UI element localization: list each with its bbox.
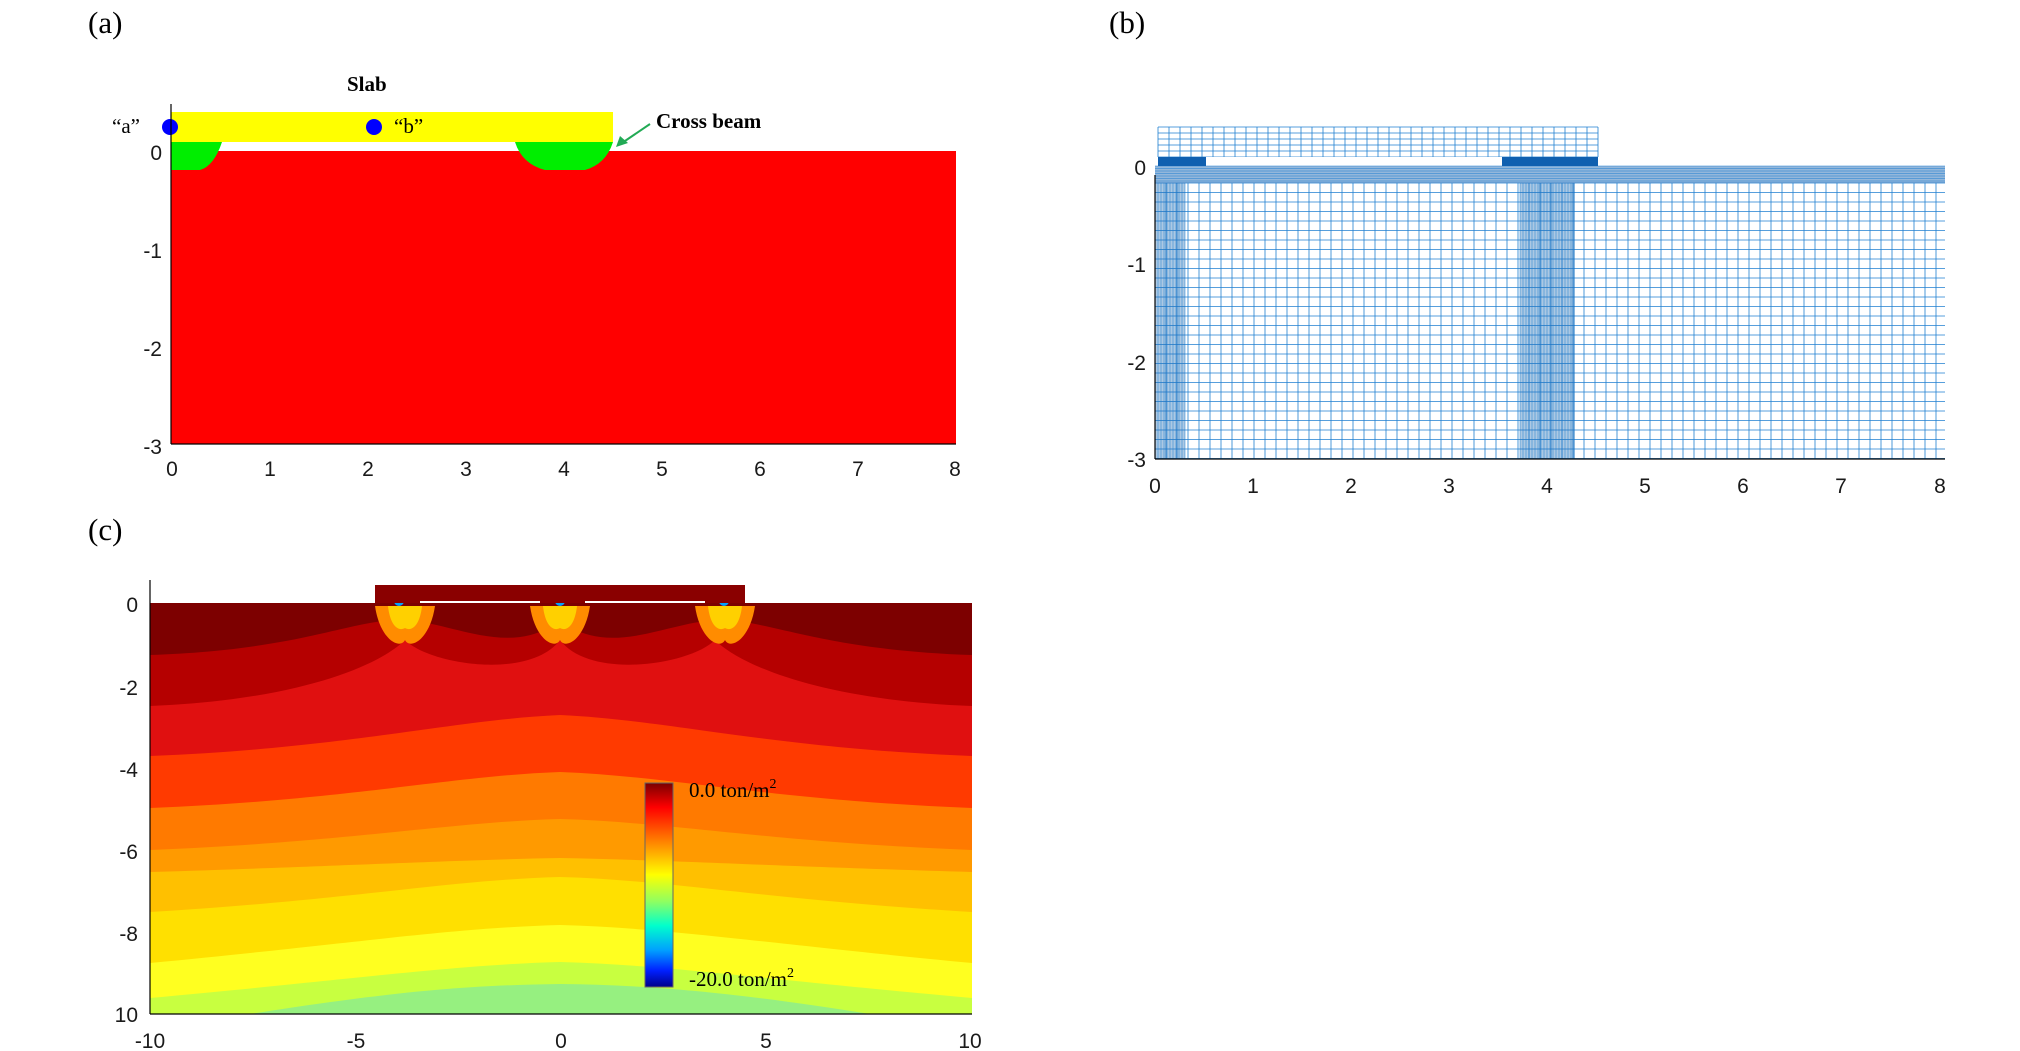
panel-b: (b) 0 1 2 3 4 5 6 7 8 0 -1 -2 -3 [1109, 5, 1946, 498]
beam-stress-center [530, 603, 590, 644]
c-y-tick: -8 [119, 923, 138, 946]
contour-band [250, 984, 870, 1014]
point-b-label: “b” [394, 114, 423, 138]
a-x-tick: 7 [852, 458, 864, 481]
point-b-marker [366, 119, 382, 135]
point-a-marker [162, 119, 178, 135]
a-y-tick: -2 [143, 338, 162, 361]
mesh-dense-region [1502, 157, 1598, 166]
a-x-tick: 3 [460, 458, 472, 481]
c-x-tick: -10 [135, 1030, 165, 1051]
mesh-dense-region [1158, 157, 1206, 166]
slab-gap [1206, 157, 1502, 164]
a-x-tick: 2 [362, 458, 374, 481]
b-y-tick: -2 [1127, 352, 1146, 375]
colorbar-max-label: 0.0 ton/m2 [689, 777, 777, 802]
b-y-tick: 0 [1134, 157, 1146, 180]
c-x-tick: -5 [347, 1030, 366, 1051]
cross-beam-left [171, 142, 222, 170]
cross-beam-arrowhead [616, 136, 628, 147]
c-x-tick: 5 [760, 1030, 772, 1051]
panel-a: (a) 0 1 2 3 4 5 6 7 8 0 -1 -2 -3 Slab “a… [88, 5, 961, 481]
a-x-tick: 8 [949, 458, 961, 481]
c-y-tick: -2 [119, 677, 138, 700]
c-x-tick: 10 [958, 1030, 981, 1051]
b-x-tick: 3 [1443, 475, 1455, 498]
slab-label: Slab [347, 72, 387, 96]
b-x-tick: 8 [1934, 475, 1946, 498]
b-x-tick: 5 [1639, 475, 1651, 498]
b-x-tick: 6 [1737, 475, 1749, 498]
b-x-tick: 4 [1541, 475, 1553, 498]
c-y-tick: 10 [115, 1004, 138, 1027]
cross-beam-label: Cross beam [656, 109, 762, 133]
panel-a-label: (a) [88, 5, 122, 40]
colorbar [644, 782, 674, 988]
point-a-label: “a” [112, 114, 140, 138]
cross-beam-right [515, 142, 613, 170]
cross-beam-arrow-line [621, 123, 651, 144]
b-y-tick: -3 [1127, 449, 1146, 472]
a-y-tick: 0 [150, 142, 162, 165]
a-x-tick: 1 [264, 458, 276, 481]
stress-contour-field [150, 603, 972, 1014]
c-y-tick: 0 [126, 594, 138, 617]
slab-c [375, 585, 745, 606]
beam-stress-left [375, 603, 435, 644]
colorbar-min-label: -20.0 ton/m2 [689, 966, 794, 991]
c-x-tick: 0 [555, 1030, 567, 1051]
a-y-tick: -1 [143, 240, 162, 263]
panel-c-label: (c) [88, 512, 122, 547]
a-x-tick: 5 [656, 458, 668, 481]
slab [171, 112, 613, 142]
soil-block [171, 151, 956, 444]
c-y-tick: -4 [119, 759, 138, 782]
b-x-tick: 2 [1345, 475, 1357, 498]
a-y-tick: -3 [143, 436, 162, 459]
a-x-tick: 0 [166, 458, 178, 481]
b-y-tick: -1 [1127, 254, 1146, 277]
panel-c: (c) [88, 512, 982, 1051]
finite-element-mesh [1154, 126, 1945, 459]
c-y-tick: -6 [119, 841, 138, 864]
b-x-tick: 7 [1835, 475, 1847, 498]
beam-stress-right [695, 603, 755, 644]
a-x-tick: 6 [754, 458, 766, 481]
b-x-tick: 0 [1149, 475, 1161, 498]
mesh-dense-region [1520, 183, 1575, 459]
a-x-tick: 4 [558, 458, 570, 481]
b-x-tick: 1 [1247, 475, 1259, 498]
panel-b-label: (b) [1109, 5, 1145, 40]
